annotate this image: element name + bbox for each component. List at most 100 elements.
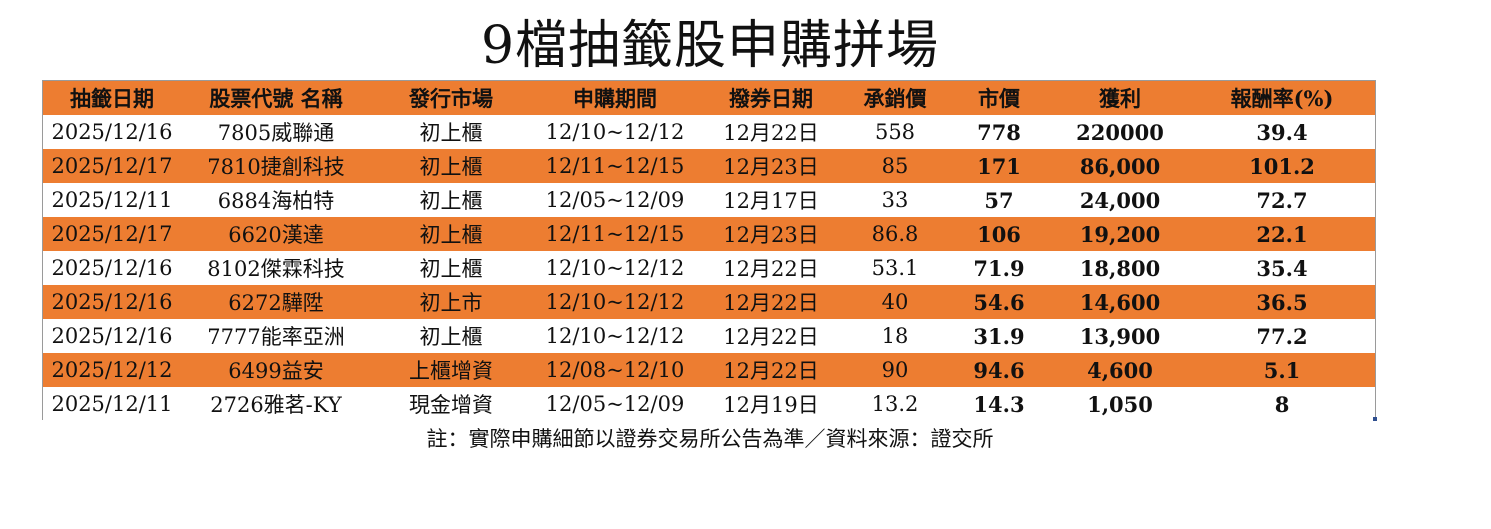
cell-market: 初上市: [419, 291, 483, 315]
cell-allotment-date: 12月23日: [723, 155, 819, 179]
cell-underwriting-price: 53.1: [871, 256, 919, 280]
header-lottery-date: 抽籤日期: [70, 86, 154, 111]
cell-return-rate: 39.4: [1256, 119, 1308, 145]
cell-allotment-date: 12月23日: [723, 223, 819, 247]
table-row: 2025/12/11 6884海柏特 初上櫃 12/05~12/09 12月17日 33 5…: [43, 183, 1375, 217]
cell-profit: 220000: [1076, 119, 1164, 145]
cell-market: 上櫃增資: [409, 359, 493, 383]
table-row: 2025/12/11 2726雅茗-KY 現金增資 12/05~12/09 12月19日…: [43, 387, 1375, 421]
cell-subscription-period: 12/10~12/12: [545, 324, 685, 348]
header-profit: 獲利: [1099, 86, 1141, 111]
cell-market-price: 14.3: [973, 391, 1025, 417]
cell-profit: 18,800: [1079, 255, 1161, 281]
cell-profit: 24,000: [1079, 187, 1161, 213]
table-body: 2025/12/16 7805威聯通 初上櫃 12/10~12/12 12月22日 558…: [43, 115, 1375, 421]
cell-profit: 1,050: [1087, 391, 1153, 417]
page-title: 9檔抽籤股申購拼場: [480, 16, 940, 76]
table-row: 2025/12/17 7810捷創科技 初上櫃 12/11~12/15 12月23日 85…: [43, 149, 1375, 183]
cell-lottery-date: 2025/12/17: [51, 154, 173, 178]
cell-return-rate: 77.2: [1256, 323, 1308, 349]
cell-market: 初上櫃: [419, 189, 483, 213]
cell-stock-code-name: 7810捷創科技: [207, 155, 345, 179]
cell-return-rate: 8: [1274, 391, 1290, 417]
cell-market: 初上櫃: [419, 325, 483, 349]
header-return-rate: 報酬率(%): [1230, 86, 1334, 111]
cell-underwriting-price: 86.8: [871, 222, 919, 246]
cell-allotment-date: 12月22日: [723, 291, 819, 315]
cell-subscription-period: 12/11~12/15: [545, 222, 685, 246]
header-allotment-date: 撥券日期: [729, 86, 813, 111]
cell-lottery-date: 2025/12/11: [51, 392, 173, 416]
cell-subscription-period: 12/08~12/10: [545, 358, 685, 382]
cell-profit: 19,200: [1079, 221, 1161, 247]
cell-market-price: 106: [977, 221, 1021, 247]
cell-lottery-date: 2025/12/17: [51, 222, 173, 246]
cell-lottery-date: 2025/12/16: [51, 120, 173, 144]
cell-stock-code-name: 7777能率亞洲: [207, 325, 345, 349]
cell-market: 初上櫃: [419, 223, 483, 247]
header-subscription-period: 申購期間: [573, 86, 657, 111]
cell-lottery-date: 2025/12/16: [51, 290, 173, 314]
header-stock-code-name: 股票代號 名稱: [209, 86, 343, 111]
header-underwriting-price: 承銷價: [863, 86, 927, 111]
cell-profit: 86,000: [1079, 153, 1161, 179]
table-row: 2025/12/16 6272驊陞 初上市 12/10~12/12 12月22日 40 54…: [43, 285, 1375, 319]
cell-lottery-date: 2025/12/11: [51, 188, 173, 212]
cell-underwriting-price: 18: [881, 324, 909, 348]
cell-allotment-date: 12月22日: [723, 121, 819, 145]
cell-allotment-date: 12月22日: [723, 325, 819, 349]
cell-underwriting-price: 33: [881, 188, 909, 212]
table-row: 2025/12/12 6499益安 上櫃增資 12/08~12/10 12月22日 90 9…: [43, 353, 1375, 387]
header-market: 發行市場: [409, 86, 493, 111]
cell-market: 現金增資: [409, 393, 493, 417]
selection-handle: [1373, 417, 1377, 421]
cell-underwriting-price: 558: [874, 120, 916, 144]
table-row: 2025/12/16 7777能率亞洲 初上櫃 12/10~12/12 12月22日 18…: [43, 319, 1375, 353]
cell-stock-code-name: 6884海柏特: [217, 189, 335, 213]
table-row: 2025/12/17 6620漢達 初上櫃 12/11~12/15 12月23日 86.8…: [43, 217, 1375, 251]
cell-subscription-period: 12/05~12/09: [545, 392, 685, 416]
cell-allotment-date: 12月19日: [723, 393, 819, 417]
cell-stock-code-name: 6620漢達: [228, 223, 324, 247]
cell-underwriting-price: 40: [881, 290, 909, 314]
cell-return-rate: 5.1: [1263, 357, 1301, 383]
cell-subscription-period: 12/10~12/12: [545, 120, 685, 144]
cell-profit: 13,900: [1079, 323, 1161, 349]
footnote: 註：實際申購細節以證券交易所公告為準／資料來源：證交所: [426, 427, 994, 451]
ipo-subscription-table: 抽籤日期 股票代號 名稱 發行市場 申購期間 撥券日期 承銷價 市價 獲利 報酬…: [43, 81, 1375, 421]
cell-profit: 4,600: [1087, 357, 1153, 383]
cell-allotment-date: 12月22日: [723, 257, 819, 281]
cell-subscription-period: 12/05~12/09: [545, 188, 685, 212]
cell-stock-code-name: 2726雅茗-KY: [210, 393, 342, 417]
cell-market: 初上櫃: [419, 257, 483, 281]
cell-market-price: 171: [977, 153, 1021, 179]
cell-subscription-period: 12/11~12/15: [545, 154, 685, 178]
cell-market-price: 94.6: [973, 357, 1025, 383]
cell-return-rate: 36.5: [1256, 289, 1308, 315]
cell-underwriting-price: 85: [881, 154, 909, 178]
cell-return-rate: 101.2: [1249, 153, 1315, 179]
cell-subscription-period: 12/10~12/12: [545, 290, 685, 314]
cell-market-price: 778: [977, 119, 1021, 145]
cell-stock-code-name: 8102傑霖科技: [207, 257, 345, 281]
cell-market-price: 71.9: [973, 255, 1025, 281]
ipo-table-container: 抽籤日期 股票代號 名稱 發行市場 申購期間 撥券日期 承銷價 市價 獲利 報酬…: [42, 80, 1377, 421]
cell-market: 初上櫃: [419, 121, 483, 145]
cell-market-price: 54.6: [973, 289, 1025, 315]
table-header-row: 抽籤日期 股票代號 名稱 發行市場 申購期間 撥券日期 承銷價 市價 獲利 報酬…: [43, 81, 1375, 115]
cell-stock-code-name: 7805威聯通: [217, 121, 335, 145]
header-market-price: 市價: [978, 86, 1020, 111]
cell-return-rate: 22.1: [1256, 221, 1308, 247]
cell-stock-code-name: 6272驊陞: [228, 291, 324, 315]
cell-lottery-date: 2025/12/12: [51, 358, 173, 382]
cell-stock-code-name: 6499益安: [228, 359, 324, 383]
cell-market-price: 31.9: [973, 323, 1025, 349]
cell-lottery-date: 2025/12/16: [51, 324, 173, 348]
cell-return-rate: 72.7: [1256, 187, 1308, 213]
cell-underwriting-price: 13.2: [871, 392, 919, 416]
cell-return-rate: 35.4: [1256, 255, 1308, 281]
cell-allotment-date: 12月22日: [723, 359, 819, 383]
cell-subscription-period: 12/10~12/12: [545, 256, 685, 280]
table-row: 2025/12/16 7805威聯通 初上櫃 12/10~12/12 12月22日 558…: [43, 115, 1375, 149]
cell-profit: 14,600: [1079, 289, 1161, 315]
